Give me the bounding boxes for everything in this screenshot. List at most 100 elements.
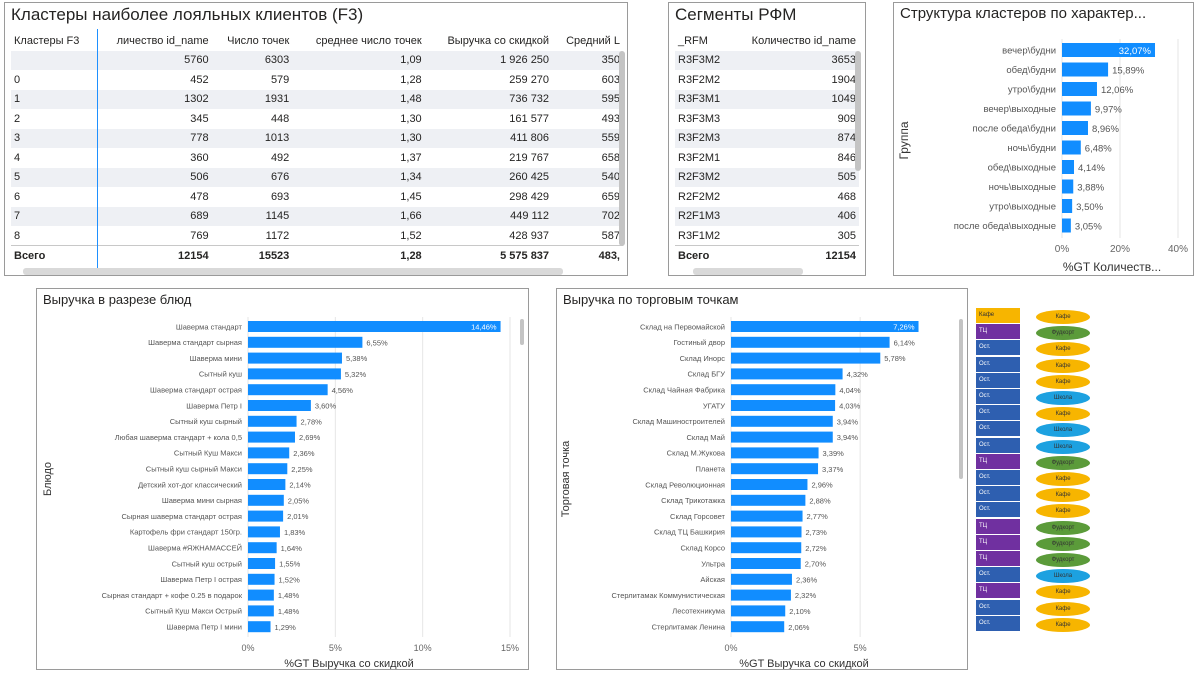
total-cell: 12154 — [95, 245, 212, 265]
table-row[interactable]: 8 769 1172 1,52 428 937 587 — [11, 226, 623, 246]
column-header[interactable]: Кластеры F3 — [14, 34, 80, 47]
bar[interactable] — [248, 589, 274, 601]
table-cell: 559 — [552, 128, 623, 148]
bar[interactable] — [731, 415, 833, 427]
bar[interactable] — [731, 573, 792, 585]
bar[interactable] — [731, 352, 881, 364]
table-cell: 298 429 — [509, 190, 550, 203]
chart-vscroll[interactable] — [520, 319, 524, 345]
column-header[interactable]: Выручка со скидкой — [447, 34, 550, 47]
rfm-table-hscroll[interactable] — [693, 268, 803, 275]
bar[interactable] — [248, 431, 295, 443]
bar[interactable] — [731, 400, 836, 411]
column-header[interactable]: _RFM — [678, 34, 708, 47]
table-row[interactable]: R3F2M2 1904 — [675, 70, 859, 90]
bar[interactable] — [1062, 218, 1071, 233]
bar[interactable] — [248, 368, 341, 380]
bar[interactable] — [731, 321, 919, 332]
bar[interactable] — [731, 558, 801, 569]
bar[interactable] — [248, 336, 363, 348]
table-row[interactable]: 7 689 1145 1,66 449 112 702 — [11, 206, 623, 226]
bar[interactable] — [1062, 82, 1097, 96]
table-row[interactable]: 6 478 693 1,45 298 429 659 — [11, 187, 623, 207]
column-resize-indicator[interactable] — [97, 29, 98, 271]
table-row[interactable]: R3F2M3 874 — [675, 128, 859, 148]
bar[interactable] — [248, 621, 271, 633]
table-row[interactable]: 0 452 579 1,28 259 270 603 — [11, 70, 623, 90]
bar[interactable] — [731, 431, 833, 443]
rfm-table-vscroll[interactable] — [855, 51, 861, 171]
bar[interactable] — [248, 447, 290, 459]
store-revenue-chart[interactable]: 0% 5% Склад на Первомайской 7,26% Гостиный д… — [557, 289, 966, 669]
table-row[interactable]: 4 360 492 1,37 219 767 658 — [11, 148, 623, 168]
bar[interactable] — [1062, 140, 1081, 155]
bar[interactable] — [731, 526, 802, 538]
bar[interactable] — [248, 605, 274, 617]
bar[interactable] — [1062, 199, 1073, 213]
bar[interactable] — [731, 336, 890, 348]
bar[interactable] — [248, 558, 276, 569]
table-row[interactable]: R2F3M2 505 — [675, 167, 859, 187]
bar[interactable] — [731, 589, 791, 601]
table-row[interactable]: 1 1302 1931 1,48 736 732 595 — [11, 89, 623, 109]
bar[interactable] — [248, 463, 288, 475]
table-row[interactable]: 2 345 448 1,30 161 577 493 — [11, 109, 623, 129]
x-tick-label: 10% — [414, 643, 432, 653]
x-tick-label: 5% — [854, 643, 867, 653]
table-cell: R2F2M2 — [678, 190, 721, 203]
bar[interactable] — [731, 479, 808, 490]
bar[interactable] — [731, 510, 803, 522]
bar[interactable] — [731, 447, 819, 459]
table-row[interactable]: R3F3M2 3653 — [675, 50, 859, 70]
column-header[interactable]: Количество id_name — [751, 34, 856, 47]
bar[interactable] — [1062, 43, 1156, 57]
bar[interactable] — [248, 573, 275, 585]
bar[interactable] — [731, 621, 785, 633]
data-label: 1,29% — [275, 623, 297, 632]
bar[interactable] — [731, 605, 786, 617]
bar[interactable] — [731, 542, 802, 554]
bar[interactable] — [248, 400, 311, 411]
column-header[interactable]: Число точек — [227, 34, 290, 47]
bar[interactable] — [248, 321, 501, 332]
bar[interactable] — [248, 479, 286, 490]
bar[interactable] — [731, 384, 836, 396]
bar[interactable] — [731, 463, 819, 475]
bar[interactable] — [1062, 121, 1088, 135]
dish-revenue-chart[interactable]: 0% 5% 10% 15% Шаверма стандарт 14,46% Шаверма … — [37, 289, 527, 669]
bar[interactable] — [248, 542, 277, 554]
column-header[interactable]: личество id_name — [116, 34, 209, 47]
table-cell: 1,28 — [400, 73, 422, 86]
bar[interactable] — [731, 368, 843, 380]
bar[interactable] — [248, 384, 328, 396]
table-cell: R2F3M2 — [675, 167, 731, 187]
bar[interactable] — [248, 494, 284, 506]
bar[interactable] — [248, 352, 342, 364]
bar[interactable] — [731, 494, 806, 506]
clusters-table-vscroll[interactable] — [619, 51, 625, 246]
clusters-table-hscroll[interactable] — [23, 268, 563, 275]
table-row[interactable]: R3F2M1 846 — [675, 148, 859, 168]
total-cell: 5 575 837 — [424, 245, 553, 265]
table-row[interactable]: R3F1M2 305 — [675, 226, 859, 246]
column-header[interactable]: Средний L — [566, 34, 620, 47]
chart-vscroll[interactable] — [959, 319, 963, 479]
bar[interactable] — [1062, 179, 1074, 194]
table-row[interactable]: R3F3M3 909 — [675, 109, 859, 129]
bar[interactable] — [1062, 101, 1091, 116]
table-row[interactable]: 5 506 676 1,34 260 425 540 — [11, 167, 623, 187]
bar[interactable] — [248, 510, 284, 522]
cluster-structure-chart[interactable]: 0% 20% 40% вечер\будни 32,07% обед\будни 15,89… — [894, 3, 1192, 275]
bar[interactable] — [1062, 160, 1075, 174]
table-row[interactable]: 3 778 1013 1,30 411 806 559 — [11, 128, 623, 148]
table-row[interactable]: R3F3M1 1049 — [675, 89, 859, 109]
rfm-table[interactable]: _RFM Количество id_name R3F3M2 3653 R3F2M2 1… — [675, 31, 859, 265]
table-row[interactable]: R2F2M2 468 — [675, 187, 859, 207]
column-header[interactable]: среднее число точек — [315, 34, 422, 47]
table-row[interactable]: R2F1M3 406 — [675, 206, 859, 226]
table-row[interactable]: 5760 6303 1,09 1 926 250 350 — [11, 50, 623, 70]
bar[interactable] — [1062, 62, 1109, 77]
bar[interactable] — [248, 415, 297, 427]
clusters-table[interactable]: Кластеры F3 личество id_name Число точек ср… — [11, 31, 623, 265]
bar[interactable] — [248, 526, 280, 538]
